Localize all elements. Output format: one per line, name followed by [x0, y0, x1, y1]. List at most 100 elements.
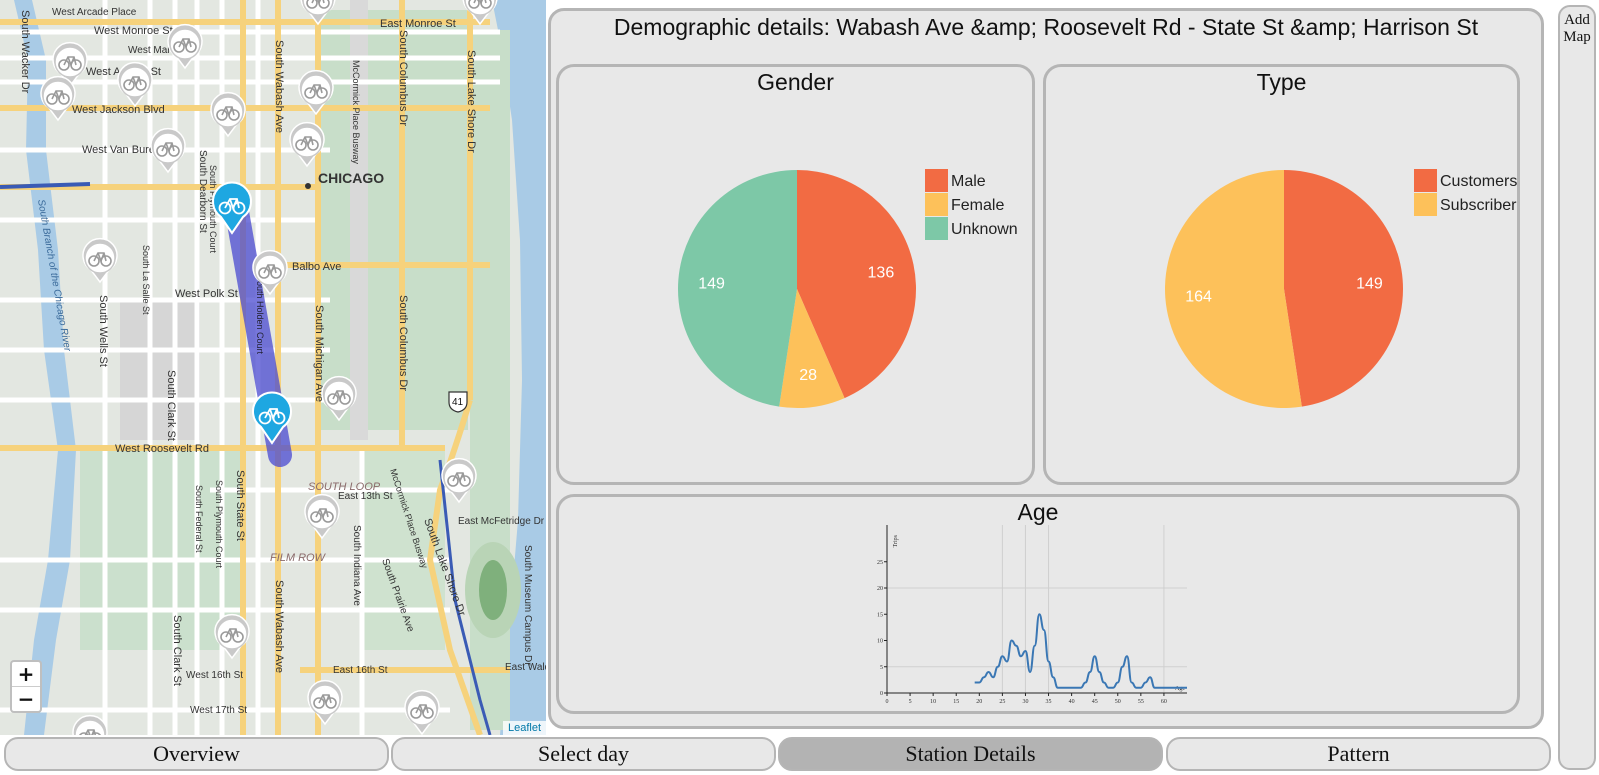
age-line-chart: 0 5 10 15 20 25 30 35 40 45 50 55 60 0 5 10 15 20 25 Trips A… [877, 525, 1187, 705]
label-s-wacker: South Wacker Dr [19, 10, 31, 94]
add-map-label-line2: Map [1563, 29, 1591, 45]
bike-station-marker[interactable] [72, 714, 108, 735]
label-e-13th: East 13th St [338, 491, 393, 502]
bicycle-icon [173, 38, 197, 53]
bicycle-icon [410, 704, 434, 719]
label-south-loop: SOUTH LOOP [308, 481, 381, 493]
selected-station-markers[interactable] [212, 181, 292, 445]
gender-pie-chart: 136 28 149 Male Female Unknown [677, 169, 1018, 408]
label-mccormick: McCormick Place Busway [351, 60, 361, 165]
pie-value-label: 149 [698, 276, 725, 293]
station-markers[interactable] [40, 0, 498, 735]
label-s-michigan: South Michigan Ave [313, 305, 325, 402]
bike-station-marker[interactable] [289, 121, 325, 168]
bicycle-icon [327, 390, 351, 405]
legend-swatch [925, 193, 948, 216]
x-tick-label: 45 [1092, 699, 1098, 705]
tab-station-details[interactable]: Station Details [778, 737, 1163, 771]
bicycle-icon [304, 84, 328, 99]
tab-select-day[interactable]: Select day [391, 737, 776, 771]
route-41-shield: 41 [448, 391, 468, 413]
selected-bike-station-marker[interactable] [212, 181, 252, 235]
bike-station-marker[interactable] [462, 0, 498, 26]
label-s-wabash-2: South Wabash Ave [273, 580, 285, 673]
label-chicago: CHICAGO [318, 170, 384, 186]
bicycle-icon [123, 76, 147, 91]
pie-value-label: 164 [1185, 288, 1212, 305]
expressway [0, 182, 91, 189]
y-tick-label: 10 [877, 639, 883, 645]
selected-bike-station-marker[interactable] [252, 391, 292, 445]
bike-station-marker[interactable] [307, 679, 343, 726]
bike-station-marker[interactable] [167, 23, 203, 70]
type-panel: Type 149 164 Customers Subscribers [1043, 64, 1520, 485]
bike-station-marker[interactable] [40, 75, 76, 122]
grant-park [318, 10, 468, 430]
label-s-clark-2: South Clark St [171, 615, 183, 686]
label-s-holden: South Holden Court [255, 275, 265, 355]
pie-slice [797, 170, 917, 399]
bicycle-icon [58, 56, 82, 71]
label-s-museum: South Museum Campus Dr [522, 545, 533, 666]
y-tick-label: 20 [877, 586, 883, 592]
label-s-dearborn: South Dearborn St [197, 150, 208, 233]
bike-station-marker[interactable] [252, 249, 288, 296]
tab-pattern[interactable]: Pattern [1166, 737, 1551, 771]
bike-station-marker[interactable] [441, 457, 477, 504]
add-map-button[interactable]: Add Map [1558, 5, 1596, 770]
label-film-row: FILM ROW [270, 552, 327, 564]
y-tick-label: 25 [877, 560, 883, 566]
label-s-indiana: South Indiana Ave [351, 525, 362, 606]
y-tick-label: 5 [880, 665, 883, 671]
age-series-line [974, 613, 1187, 689]
map-attribution[interactable]: Leaflet [502, 721, 546, 735]
bike-station-marker[interactable] [321, 375, 357, 422]
bike-station-marker[interactable] [82, 237, 118, 284]
bike-station-marker[interactable] [214, 613, 250, 660]
bicycle-icon [468, 0, 492, 9]
label-w-arcade: West Arcade Place [52, 7, 137, 18]
bicycle-icon [88, 252, 112, 267]
x-tick-label: 15 [953, 699, 959, 705]
x-tick-label: 60 [1161, 699, 1167, 705]
label-e-monroe: East Monroe St [380, 18, 456, 30]
bike-station-marker[interactable] [404, 689, 440, 735]
age-title: Age [1017, 499, 1059, 525]
bicycle-icon [218, 198, 246, 215]
bike-station-marker[interactable] [150, 127, 186, 174]
x-tick-label: 40 [1069, 699, 1075, 705]
x-tick-label: 30 [1022, 699, 1028, 705]
bike-station-marker[interactable] [300, 0, 336, 26]
bicycle-icon [306, 0, 330, 9]
bike-station-marker[interactable] [304, 493, 340, 540]
label-s-wells: South Wells St [97, 295, 109, 367]
city-dot [305, 183, 311, 189]
zoom-out-button[interactable]: − [12, 686, 40, 711]
x-tick-label: 10 [930, 699, 936, 705]
map-canvas[interactable]: West Arcade Place West Monroe St East Mo… [0, 0, 546, 735]
label-w-16th: West 16th St [186, 670, 243, 681]
label-e-waldron: East Waldron Dr [505, 662, 546, 673]
zoom-in-button[interactable]: + [17, 662, 35, 686]
x-tick-label: 25 [999, 699, 1005, 705]
x-tick-label: 50 [1115, 699, 1121, 705]
pie-slice [1165, 170, 1302, 408]
label-e-mcfetridge: East McFetridge Dr [458, 516, 545, 527]
label-w-monroe: West Monroe St [94, 25, 173, 37]
pie-value-label: 149 [1356, 276, 1383, 293]
bike-station-marker[interactable] [298, 69, 334, 116]
rail-yard [120, 300, 200, 440]
bike-station-marker[interactable] [52, 41, 88, 88]
soldier-field-turf [479, 560, 507, 620]
pie-value-label: 136 [868, 264, 895, 281]
bicycle-icon [46, 90, 70, 105]
y-axis-label: Trips [893, 534, 899, 547]
tab-overview[interactable]: Overview [4, 737, 389, 771]
bicycle-icon [216, 106, 240, 121]
map-view[interactable]: West Arcade Place West Monroe St East Mo… [0, 0, 546, 735]
label-e-16th: East 16th St [333, 665, 388, 676]
bike-station-marker[interactable] [117, 61, 153, 108]
label-s-lasalle: South La Salle St [141, 245, 151, 315]
label-s-plymouth: South Plymouth Court [208, 165, 218, 254]
bike-station-marker[interactable] [210, 91, 246, 138]
